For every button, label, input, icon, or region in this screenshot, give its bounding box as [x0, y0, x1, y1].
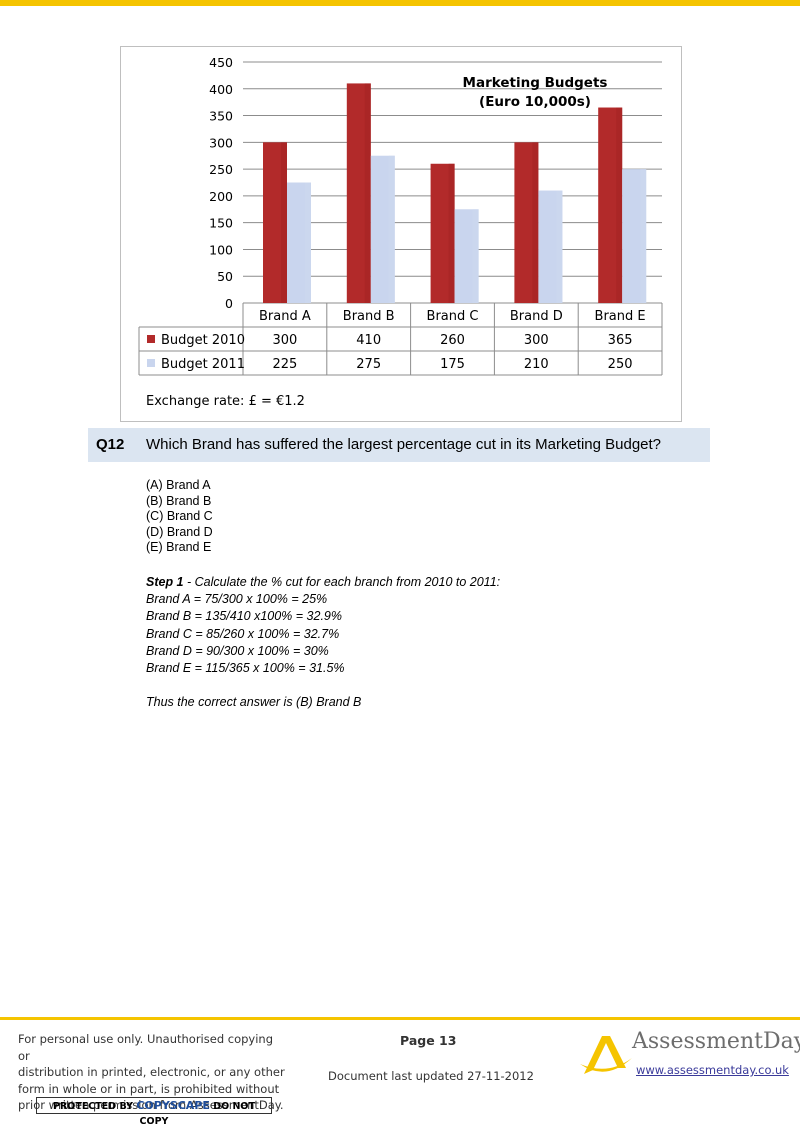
copyright-notice: For personal use only. Unauthorised copy…	[18, 1031, 288, 1114]
page-number: Page 13	[400, 1033, 457, 1048]
category-label: Brand B	[343, 309, 395, 324]
legend-swatch	[147, 359, 155, 367]
top-accent-bar	[0, 0, 800, 6]
step-text: - Calculate the % cut for each branch fr…	[183, 575, 501, 589]
solution-line-c: Brand C = 85/260 x 100% = 32.7%	[146, 626, 340, 641]
website-link[interactable]: www.assessmentday.co.uk	[636, 1063, 789, 1077]
legend-swatch	[147, 335, 155, 343]
solution-line-a: Brand A = 75/300 x 100% = 25%	[146, 592, 328, 607]
bar-shade	[388, 155, 395, 303]
solution-conclusion: Thus the correct answer is (B) Brand B	[146, 695, 362, 710]
category-label: Brand D	[510, 309, 563, 324]
assessmentday-logo-icon	[580, 1036, 632, 1074]
solution-line-e: Brand E = 115/365 x 100% = 31.5%	[146, 661, 345, 676]
y-tick-label: 0	[225, 296, 233, 311]
solution-line-b: Brand B = 135/410 x100% = 32.9%	[146, 609, 342, 624]
copyscape-badge: PROTECTED BY COPYSCAPE DO NOT COPY	[36, 1097, 272, 1127]
option-e: (E) Brand E	[146, 540, 212, 555]
solution: Step 1 - Calculate the % cut for each br…	[146, 574, 500, 711]
solution-step: Step 1 - Calculate the % cut for each br…	[146, 574, 500, 591]
notice-line: form in whole or in part, is prohibited …	[18, 1081, 280, 1096]
notice-line: distribution in printed, electronic, or …	[18, 1065, 285, 1079]
notice-line: prior written permission from Assessment…	[18, 1098, 284, 1112]
chart-svg: 450 400 350 300 250 200 150 100 50 0 Marketing Bud…	[138, 55, 663, 376]
exchange-rate-note: Exchange rate: £ = €1.2	[146, 394, 305, 409]
table-cell: 300	[272, 333, 297, 348]
table-cell: 175	[440, 357, 465, 372]
bar-shade	[305, 182, 311, 303]
legend-label: Budget 2011	[161, 357, 245, 372]
y-tick-label: 250	[209, 162, 233, 177]
category-label: Brand A	[259, 309, 311, 324]
table-cell: 410	[356, 333, 381, 348]
table-cell: 300	[524, 333, 549, 348]
option-b: (B) Brand B	[146, 493, 212, 508]
notice-line: For personal use only. Unauthorised copy…	[18, 1032, 274, 1063]
legend-label: Budget 2010	[161, 333, 245, 348]
copyscape-prefix: PROTECTED BY	[52, 1101, 137, 1112]
last-updated: Document last updated 27-11-2012	[328, 1069, 534, 1083]
chart-title: Marketing Budgets	[463, 75, 608, 91]
table-cell: 275	[356, 357, 381, 372]
question-text: Which Brand has suffered the largest per…	[146, 436, 662, 453]
chart-subtitle: (Euro 10,000s)	[479, 94, 591, 110]
copyscape-suffix: DO NOT COPY	[139, 1101, 255, 1127]
table-cell: 225	[272, 357, 297, 372]
logo-name: AssessmentDay	[632, 1029, 800, 1054]
question-band: Q12 Which Brand has suffered the largest…	[88, 428, 710, 462]
y-tick-label: 450	[209, 55, 233, 70]
bar-shade	[532, 142, 539, 303]
y-tick-label: 50	[217, 269, 233, 284]
y-tick-label: 150	[209, 216, 233, 231]
bar-shade	[640, 169, 647, 303]
y-tick-label: 400	[209, 82, 233, 97]
y-tick-label: 200	[209, 189, 233, 204]
option-d: (D) Brand D	[146, 524, 213, 539]
bar-shade	[281, 142, 287, 303]
copyscape-brand: COPYSCAPE	[136, 1099, 210, 1112]
option-a: (A) Brand A	[146, 478, 211, 492]
category-label: Brand E	[595, 309, 646, 324]
marketing-budget-chart: 450 400 350 300 250 200 150 100 50 0 Marketing Bud…	[120, 46, 682, 422]
answer-options: (A) Brand A (B) Brand B (C) Brand C (D) …	[146, 478, 213, 556]
category-label: Brand C	[427, 309, 479, 324]
bar-shade	[364, 83, 371, 303]
footer-rule	[0, 1017, 800, 1020]
table-cell: 210	[524, 357, 549, 372]
bar-shade	[472, 209, 479, 303]
question-number: Q12	[96, 436, 125, 453]
table-cell: 250	[608, 357, 633, 372]
y-tick-label: 100	[209, 242, 233, 257]
step-label: Step 1	[146, 575, 184, 589]
solution-line-d: Brand D = 90/300 x 100% = 30%	[146, 643, 329, 658]
y-tick-label: 300	[209, 135, 233, 150]
y-tick-label: 350	[209, 109, 233, 124]
option-c: (C) Brand C	[146, 509, 213, 524]
table-cell: 365	[608, 333, 633, 348]
bar-shade	[448, 163, 455, 303]
bar-shade	[616, 107, 623, 303]
table-cell: 260	[440, 333, 465, 348]
bar-shade	[556, 190, 563, 303]
